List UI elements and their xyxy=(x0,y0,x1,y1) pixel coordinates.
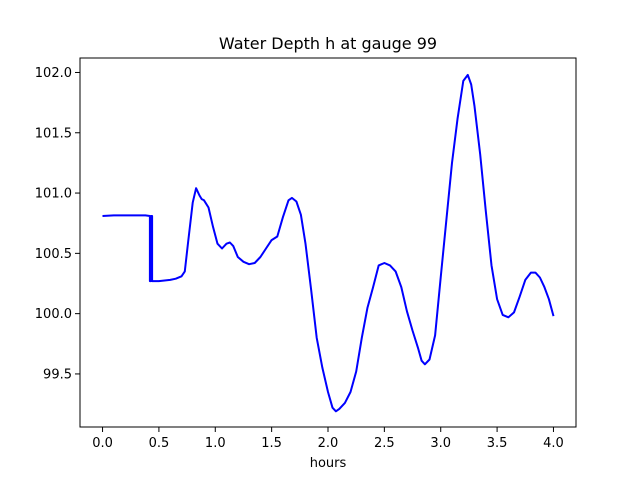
x-tick-label: 1.0 xyxy=(205,436,226,451)
x-tick-label: 4.0 xyxy=(543,436,564,451)
y-tick-label: 100.0 xyxy=(35,307,72,322)
y-tick-label: 102.0 xyxy=(35,66,72,81)
y-tick-label: 101.5 xyxy=(35,126,72,141)
x-tick-label: 2.5 xyxy=(374,436,395,451)
plot-frame xyxy=(79,57,577,428)
x-tick-label: 3.0 xyxy=(430,436,451,451)
x-tick-label: 1.5 xyxy=(261,436,282,451)
y-tick-label: 99.5 xyxy=(43,367,72,382)
x-axis-ticks: 0.0 0.5 1.0 1.5 2.0 2.5 3.0 3.5 4.0 xyxy=(92,427,564,451)
x-tick-label: 0.5 xyxy=(149,436,170,451)
y-axis-ticks: 99.5 100.0 100.5 101.0 101.5 102.0 xyxy=(35,66,80,382)
y-tick-label: 101.0 xyxy=(35,187,72,202)
chart-title: Water Depth h at gauge 99 xyxy=(219,34,437,53)
x-axis-label: hours xyxy=(310,456,347,471)
x-tick-label: 0.0 xyxy=(92,436,113,451)
series-line xyxy=(102,73,555,413)
x-tick-label: 3.5 xyxy=(487,436,508,451)
x-tick-label: 2.0 xyxy=(318,436,339,451)
y-tick-label: 100.5 xyxy=(35,247,72,262)
